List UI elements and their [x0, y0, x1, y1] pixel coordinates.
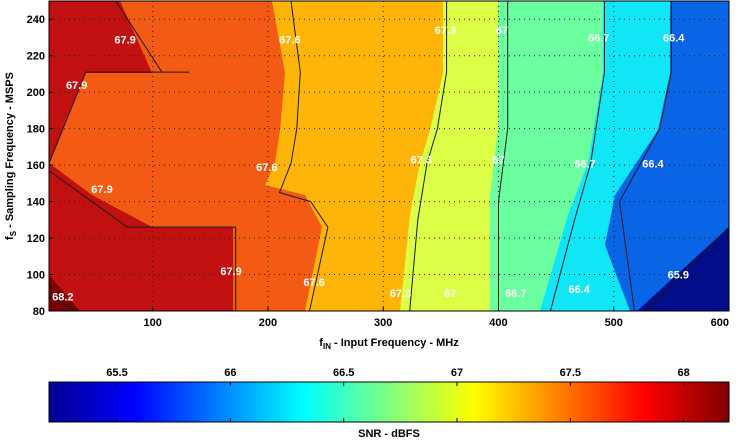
colorbar-gradient: [48, 381, 730, 423]
contour-label: 66.7: [574, 158, 595, 170]
x-tick-label: 500: [605, 317, 623, 329]
contour-label: 67.3: [411, 155, 432, 167]
contour-label: 67.6: [279, 34, 300, 46]
contour-label: 66.4: [568, 284, 590, 296]
contour-line-67-6: [278, 1, 329, 311]
contour-label: 67.9: [114, 34, 135, 46]
colorbar-ticks: 65.5 66 66.5 67 67.5 68: [106, 367, 690, 422]
x-axis-label-sub: IN: [323, 342, 331, 351]
contour-label: 65.9: [668, 270, 689, 282]
colorbar-tick-label: 66.5: [333, 367, 354, 379]
colorbar-tick-label: 68: [678, 367, 690, 379]
x-axis-label: fIN - Input Frequency - MHz: [319, 337, 459, 351]
x-tick-label: 200: [259, 317, 277, 329]
contour-label: 67.9: [66, 80, 87, 92]
colorbar-tick-label: 66: [224, 367, 236, 379]
x-tick-label: 600: [711, 317, 729, 329]
contour-line-66-7: [549, 1, 605, 311]
y-tick-label: 200: [27, 87, 45, 99]
contour-label: 67: [496, 25, 508, 37]
contour-label: 67.3: [435, 25, 456, 37]
y-tick-label: 160: [27, 160, 45, 172]
contour-label: 66.4: [642, 158, 664, 170]
colorbar: 65.5 66 66.5 67 67.5 68: [48, 367, 730, 423]
grid: [49, 1, 729, 311]
plot-frame: [48, 0, 730, 312]
contour-label: 67.9: [91, 184, 112, 196]
contour-line-65-9: [645, 226, 729, 311]
x-axis-ticks: 100 200 300 400 500 600: [144, 307, 730, 329]
contour-label: 67.9: [220, 266, 241, 278]
y-axis-label-sub: S: [9, 230, 18, 236]
x-axis-label-text: - Input Frequency - MHz: [331, 337, 459, 349]
colorbar-tick-label: 67.5: [560, 367, 581, 379]
contour-label: 67: [492, 155, 504, 167]
contour-line-68-2: [49, 295, 79, 311]
contour-label: 68.2: [52, 291, 73, 303]
x-tick-label: 100: [144, 317, 162, 329]
colorbar-tick-label: 65.5: [106, 367, 127, 379]
y-tick-label: 100: [27, 270, 45, 282]
contour-line-67-9: [49, 1, 237, 311]
colorbar-label: SNR - dBFS: [358, 428, 420, 440]
y-axis-label: fS - Sampling Frequency - MSPS: [4, 72, 18, 240]
band-66-4: [605, 1, 729, 311]
contour-label: 66.7: [505, 288, 526, 300]
y-tick-label: 220: [27, 51, 45, 63]
contour-label: 67: [444, 288, 456, 300]
contour-label: 66.4: [663, 32, 685, 44]
contour-label: 67.6: [303, 277, 324, 289]
x-tick-label: 400: [489, 317, 507, 329]
y-axis-label-prefix: f: [4, 236, 16, 240]
band-68-2-corner: [49, 275, 80, 311]
colorbar-tick-label: 67: [451, 367, 463, 379]
y-tick-label: 120: [27, 233, 45, 245]
x-tick-label: 300: [374, 317, 392, 329]
x-axis-label-prefix: f: [319, 337, 323, 349]
contour-label: 67.6: [256, 162, 277, 174]
contour-label: 67.3: [390, 288, 411, 300]
y-axis-label-text: - Sampling Frequency - MSPS: [4, 72, 16, 231]
contour-fill: [49, 1, 729, 311]
y-tick-label: 140: [27, 197, 45, 209]
y-tick-label: 80: [33, 306, 45, 318]
contour-labels: 67.9 67.6 67.3 67 66.7 66.4 67.9 67.3 67 66.7 66.4…: [52, 25, 689, 303]
y-tick-label: 240: [27, 14, 45, 26]
band-65-9: [637, 227, 729, 311]
y-tick-label: 180: [27, 124, 45, 136]
contour-line-67-3: [409, 1, 448, 311]
contour-label: 66.7: [588, 32, 609, 44]
y-axis-ticks: 80 100 120 140 160 180 200 220 240: [27, 14, 53, 318]
